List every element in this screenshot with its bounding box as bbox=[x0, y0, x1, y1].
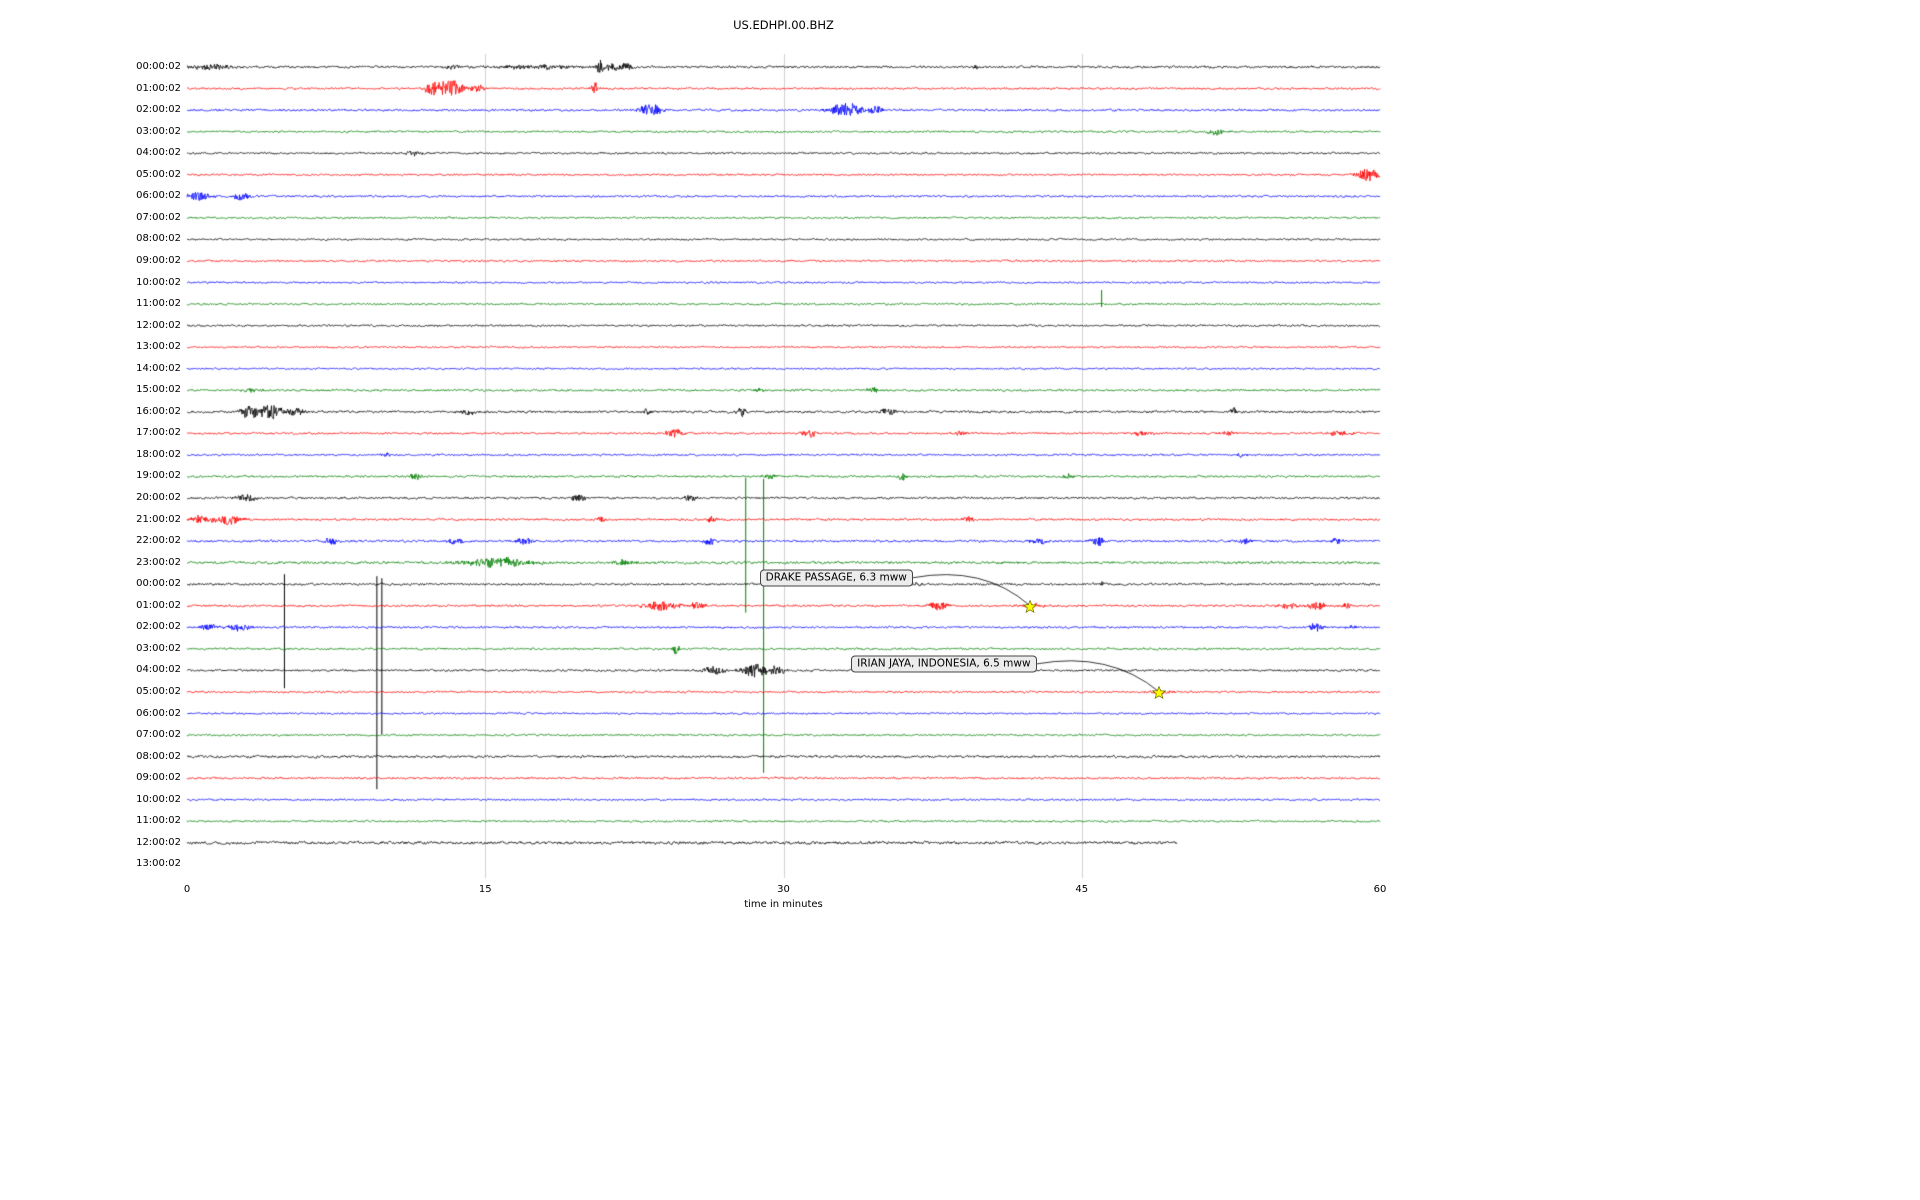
annotation-text: DRAKE PASSAGE, 6.3 mww bbox=[765, 571, 907, 584]
row-label: 23:00:02 bbox=[136, 556, 181, 568]
row-label: 16:00:02 bbox=[136, 405, 181, 417]
row-label: 09:00:02 bbox=[136, 772, 181, 784]
row-label: 05:00:02 bbox=[136, 685, 181, 697]
row-label: 07:00:02 bbox=[136, 211, 181, 223]
row-label: 21:00:02 bbox=[136, 513, 181, 525]
row-label: 08:00:02 bbox=[136, 233, 181, 245]
row-label: 10:00:02 bbox=[136, 793, 181, 805]
event-marker-star bbox=[1152, 685, 1167, 700]
row-label: 13:00:02 bbox=[136, 858, 181, 870]
row-label: 04:00:02 bbox=[136, 664, 181, 676]
row-label: 12:00:02 bbox=[136, 836, 181, 848]
row-label: 12:00:02 bbox=[136, 319, 181, 331]
x-tick-label: 0 bbox=[183, 884, 191, 895]
row-label: 05:00:02 bbox=[136, 168, 181, 180]
row-label: 17:00:02 bbox=[136, 427, 181, 439]
row-label: 11:00:02 bbox=[136, 298, 181, 310]
x-tick-label: 60 bbox=[1373, 884, 1387, 895]
row-label: 19:00:02 bbox=[136, 470, 181, 482]
row-label: 06:00:02 bbox=[136, 190, 181, 202]
x-axis-title: time in minutes bbox=[744, 899, 823, 910]
row-label: 03:00:02 bbox=[136, 642, 181, 654]
row-label: 01:00:02 bbox=[136, 599, 181, 611]
row-label: 10:00:02 bbox=[136, 276, 181, 288]
row-label: 09:00:02 bbox=[136, 254, 181, 266]
row-label: 02:00:02 bbox=[136, 621, 181, 633]
x-tick-label: 45 bbox=[1075, 884, 1089, 895]
row-label: 20:00:02 bbox=[136, 492, 181, 503]
event-marker-star bbox=[1022, 599, 1038, 613]
x-tick-label: 15 bbox=[478, 884, 492, 895]
row-label: 02:00:02 bbox=[136, 104, 181, 116]
row-label: 22:00:02 bbox=[136, 535, 181, 547]
annotation-irian-jaya: IRIAN JAYA, INDONESIA, 6.5 mww bbox=[851, 655, 1037, 673]
row-label: 03:00:02 bbox=[136, 125, 181, 137]
row-label: 08:00:02 bbox=[136, 750, 181, 762]
row-label: 06:00:02 bbox=[136, 707, 181, 719]
row-label: 04:00:02 bbox=[136, 147, 181, 159]
row-label: 15:00:02 bbox=[136, 384, 181, 396]
row-label: 01:00:02 bbox=[136, 82, 181, 94]
row-label: 00:00:02 bbox=[136, 61, 181, 72]
row-label: 18:00:02 bbox=[136, 448, 181, 460]
row-label: 13:00:02 bbox=[136, 341, 181, 353]
row-label: 14:00:02 bbox=[136, 362, 181, 374]
x-tick-label: 30 bbox=[777, 884, 790, 895]
row-label: 07:00:02 bbox=[136, 729, 181, 741]
annotation-text: IRIAN JAYA, INDONESIA, 6.5 mww bbox=[857, 657, 1031, 670]
annotation-drake-passage: DRAKE PASSAGE, 6.3 mww bbox=[759, 569, 913, 587]
row-label: 00:00:02 bbox=[136, 578, 181, 590]
row-label: 11:00:02 bbox=[136, 815, 181, 827]
